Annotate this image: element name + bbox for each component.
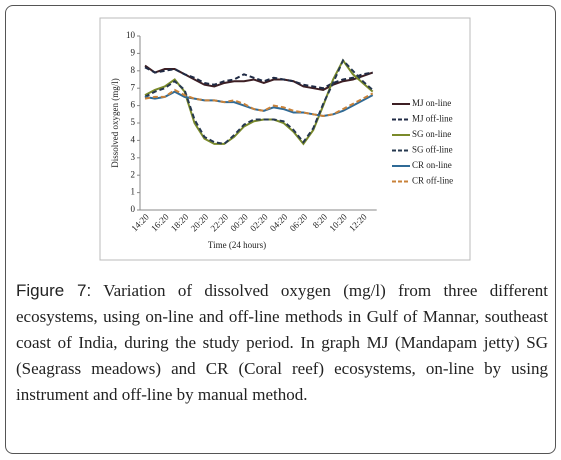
x-tick-label: 18:20 [169,211,191,233]
y-tick-label: 1 [131,187,136,197]
x-tick-label: 16:20 [149,211,171,233]
y-tick-label: 10 [126,30,136,40]
y-tick-label: 0 [131,204,136,214]
y-tick-label: 7 [131,82,136,92]
x-tick-label: 10:20 [327,211,349,233]
legend-label: CR on-line [412,160,452,170]
y-tick-label: 6 [131,100,136,110]
x-tick-label: 22:20 [208,211,230,233]
y-tick-label: 4 [131,134,136,144]
chart-border [99,17,471,261]
x-tick-label: 04:20 [268,211,290,233]
legend-label: MJ off-line [412,114,453,124]
caption-text: Variation of dissolved oxygen (mg/l) fro… [16,281,548,404]
figure-frame [5,5,556,454]
y-tick-label: 5 [131,117,136,127]
y-axis-title: Dissolved oxygen (mg/l) [110,78,120,168]
series-line [144,58,374,146]
legend-label: SG off-line [412,145,453,155]
caption-label: Figure 7: [16,281,92,300]
x-tick-label: 12:20 [347,211,369,233]
y-tick-label: 2 [131,169,136,179]
y-tick-label: 8 [131,65,136,75]
x-tick-label: 14:20 [129,211,151,233]
x-tick-label: 8:20 [311,211,330,230]
series-line [144,66,373,90]
x-tick-label: 20:20 [189,211,211,233]
legend-label: SG on-line [412,129,451,139]
series-line [144,88,374,118]
chart: Time (24 hours) Dissolved oxygen (mg/l) … [99,17,471,261]
x-tick-label: 06:20 [288,211,310,233]
x-tick-label: 00:20 [228,211,250,233]
series-line [144,58,374,145]
x-axis-title: Time (24 hours) [208,240,266,250]
legend-label: CR off-line [412,176,453,186]
caption: Figure 7: Variation of dissolved oxygen … [16,278,548,408]
x-tick-label: 02:20 [248,211,270,233]
y-tick-label: 3 [131,152,136,162]
legend-label: MJ on-line [412,98,451,108]
y-tick-label: 9 [131,47,136,57]
